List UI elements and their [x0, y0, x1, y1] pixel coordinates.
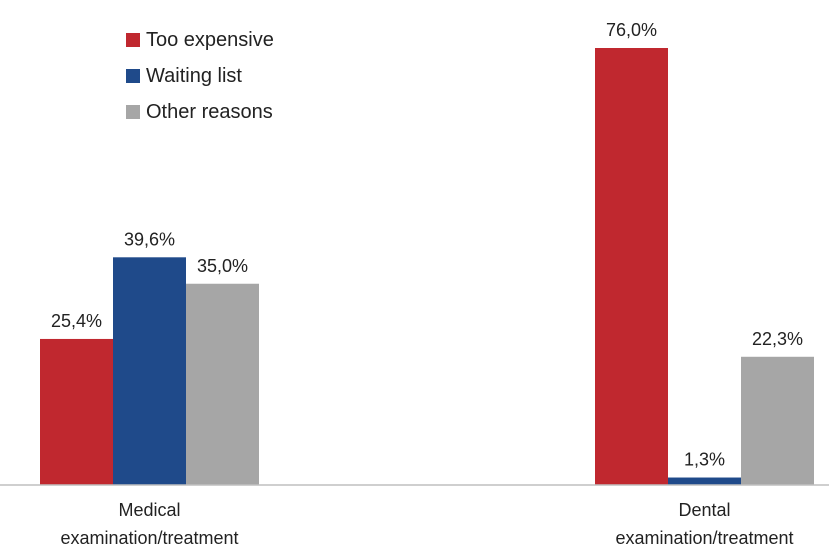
bar-too-expensive-dental [595, 48, 668, 485]
data-label: 39,6% [124, 229, 175, 249]
bar-other-reasons-dental [741, 356, 814, 485]
bar-too-expensive-medical [40, 338, 113, 485]
bars-group [40, 48, 814, 485]
bar-waiting-list-dental [668, 477, 741, 485]
data-label: 76,0% [606, 20, 657, 40]
data-label: 35,0% [197, 256, 248, 276]
category-labels-group: Medical examination/treatment Dental examin… [60, 500, 793, 548]
legend: Too expensive Waiting list Other reasons [126, 22, 274, 130]
data-label: 1,3% [684, 450, 725, 470]
legend-swatch-other-reasons [126, 105, 140, 119]
legend-label-other-reasons: Other reasons [146, 100, 273, 123]
legend-swatch-waiting-list [126, 69, 140, 83]
category-label: Dental examination/treatment [615, 500, 793, 548]
legend-item-waiting-list: Waiting list [126, 58, 274, 94]
legend-item-too-expensive: Too expensive [126, 22, 274, 58]
data-label: 22,3% [752, 329, 803, 349]
data-label: 25,4% [51, 311, 102, 331]
bar-waiting-list-medical [113, 257, 186, 485]
legend-swatch-too-expensive [126, 33, 140, 47]
value-labels-group: 25,4% 76,0% 39,6% 1,3% 35,0% 22,3% [51, 20, 803, 470]
legend-label-too-expensive: Too expensive [146, 28, 274, 51]
legend-label-waiting-list: Waiting list [146, 64, 242, 87]
category-label: Medical examination/treatment [60, 500, 238, 548]
bar-other-reasons-medical [186, 283, 259, 485]
legend-item-other-reasons: Other reasons [126, 94, 274, 130]
